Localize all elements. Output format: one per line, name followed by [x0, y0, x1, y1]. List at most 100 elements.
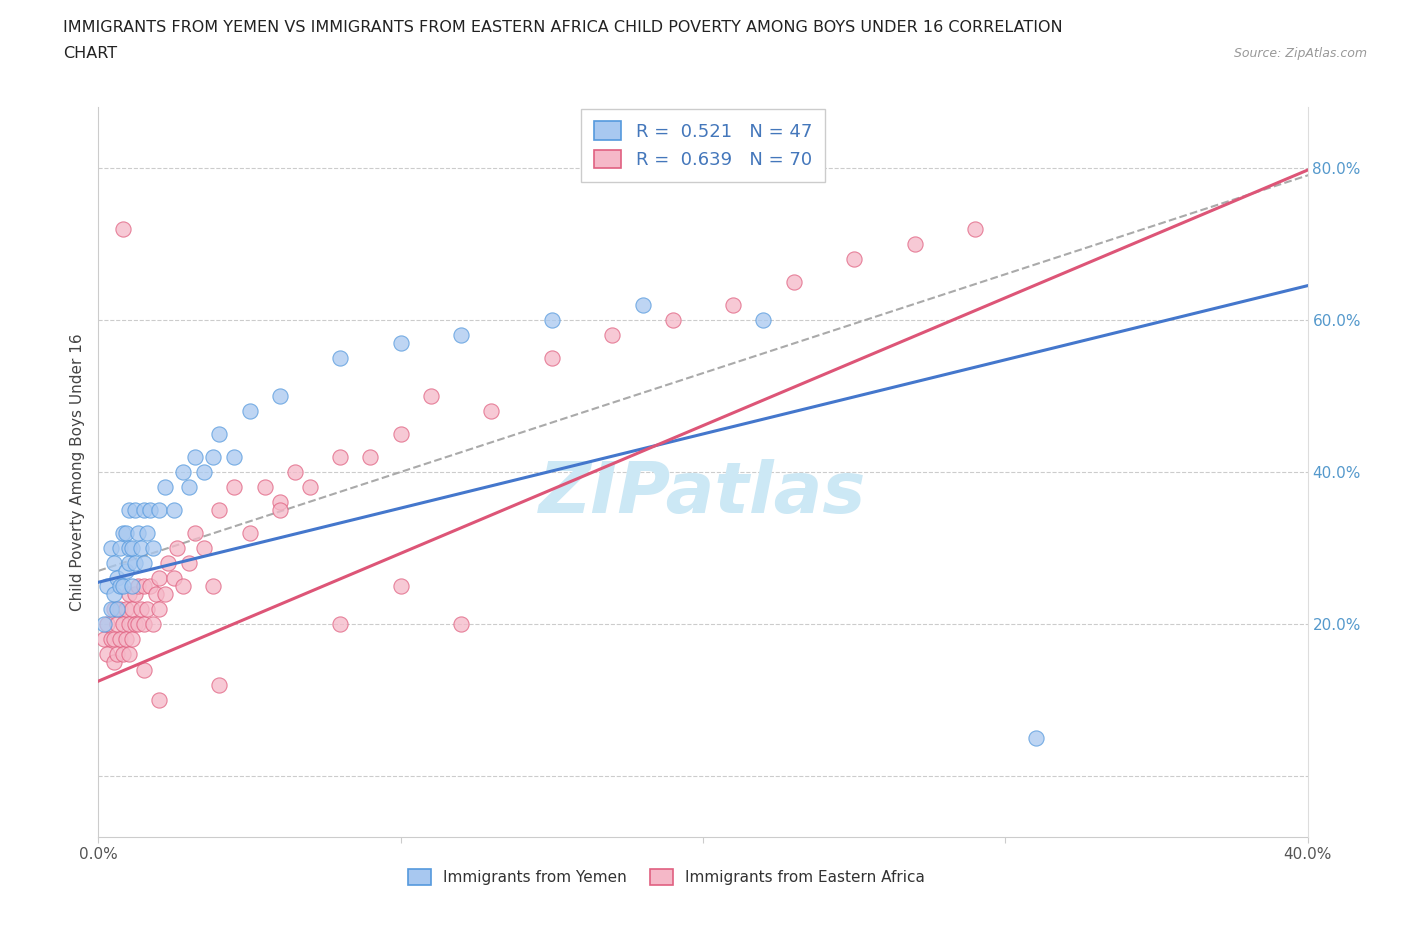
Point [118, 502, 141, 517]
Point [129, 540, 152, 555]
Point [118, 617, 141, 631]
Point [179, 480, 201, 495]
Point [269, 389, 291, 404]
Point [202, 449, 225, 464]
Point [111, 578, 134, 593]
Point [389, 578, 412, 593]
Point [172, 578, 194, 593]
Point [299, 480, 322, 495]
Point [114, 525, 136, 540]
Point [329, 351, 352, 365]
Point [100, 540, 122, 555]
Point [132, 578, 155, 593]
Point [111, 221, 134, 236]
Point [208, 502, 231, 517]
Point [329, 617, 352, 631]
Point [124, 502, 146, 517]
Point [96, 647, 118, 662]
Point [142, 540, 165, 555]
Point [139, 578, 162, 593]
Point [103, 655, 125, 670]
Point [661, 312, 683, 327]
Point [1024, 731, 1046, 746]
Point [208, 677, 231, 692]
Point [129, 602, 152, 617]
Point [148, 571, 170, 586]
Point [118, 556, 141, 571]
Point [96, 578, 118, 593]
Point [239, 525, 262, 540]
Point [96, 617, 118, 631]
Point [723, 298, 745, 312]
Point [156, 556, 179, 571]
Point [135, 602, 157, 617]
Point [118, 647, 141, 662]
Point [193, 465, 215, 480]
Point [163, 502, 186, 517]
Point [239, 404, 262, 418]
Text: Source: ZipAtlas.com: Source: ZipAtlas.com [1233, 46, 1367, 60]
Y-axis label: Child Poverty Among Boys Under 16: Child Poverty Among Boys Under 16 [69, 333, 84, 611]
Point [124, 617, 146, 631]
Point [783, 274, 806, 289]
Point [450, 327, 472, 342]
Point [224, 449, 246, 464]
Point [540, 312, 562, 327]
Point [111, 617, 134, 631]
Point [108, 631, 131, 646]
Point [148, 602, 170, 617]
Point [145, 586, 167, 601]
Point [103, 586, 125, 601]
Point [103, 631, 125, 646]
Point [329, 449, 352, 464]
Point [127, 525, 149, 540]
Point [752, 312, 775, 327]
Point [602, 327, 624, 342]
Point [389, 427, 412, 442]
Point [450, 617, 472, 631]
Text: CHART: CHART [63, 46, 117, 61]
Point [269, 502, 291, 517]
Point [284, 465, 307, 480]
Point [93, 617, 115, 631]
Point [631, 298, 654, 312]
Point [132, 556, 155, 571]
Point [121, 540, 143, 555]
Point [148, 502, 170, 517]
Point [108, 540, 131, 555]
Point [420, 389, 443, 404]
Point [105, 647, 128, 662]
Point [166, 540, 188, 555]
Point [127, 578, 149, 593]
Point [121, 631, 143, 646]
Point [184, 449, 207, 464]
Point [111, 647, 134, 662]
Point [142, 617, 165, 631]
Point [114, 602, 136, 617]
Point [179, 556, 201, 571]
Point [132, 662, 155, 677]
Point [114, 631, 136, 646]
Point [269, 495, 291, 510]
Point [103, 556, 125, 571]
Point [127, 617, 149, 631]
Point [163, 571, 186, 586]
Point [965, 221, 987, 236]
Point [118, 586, 141, 601]
Point [389, 335, 412, 350]
Point [114, 564, 136, 578]
Point [844, 252, 866, 267]
Point [139, 502, 162, 517]
Point [108, 578, 131, 593]
Point [124, 556, 146, 571]
Point [540, 351, 562, 365]
Point [100, 631, 122, 646]
Point [153, 586, 176, 601]
Point [153, 480, 176, 495]
Point [100, 602, 122, 617]
Text: IMMIGRANTS FROM YEMEN VS IMMIGRANTS FROM EASTERN AFRICA CHILD POVERTY AMONG BOYS: IMMIGRANTS FROM YEMEN VS IMMIGRANTS FROM… [63, 20, 1063, 35]
Point [224, 480, 246, 495]
Point [103, 602, 125, 617]
Point [105, 617, 128, 631]
Point [124, 586, 146, 601]
